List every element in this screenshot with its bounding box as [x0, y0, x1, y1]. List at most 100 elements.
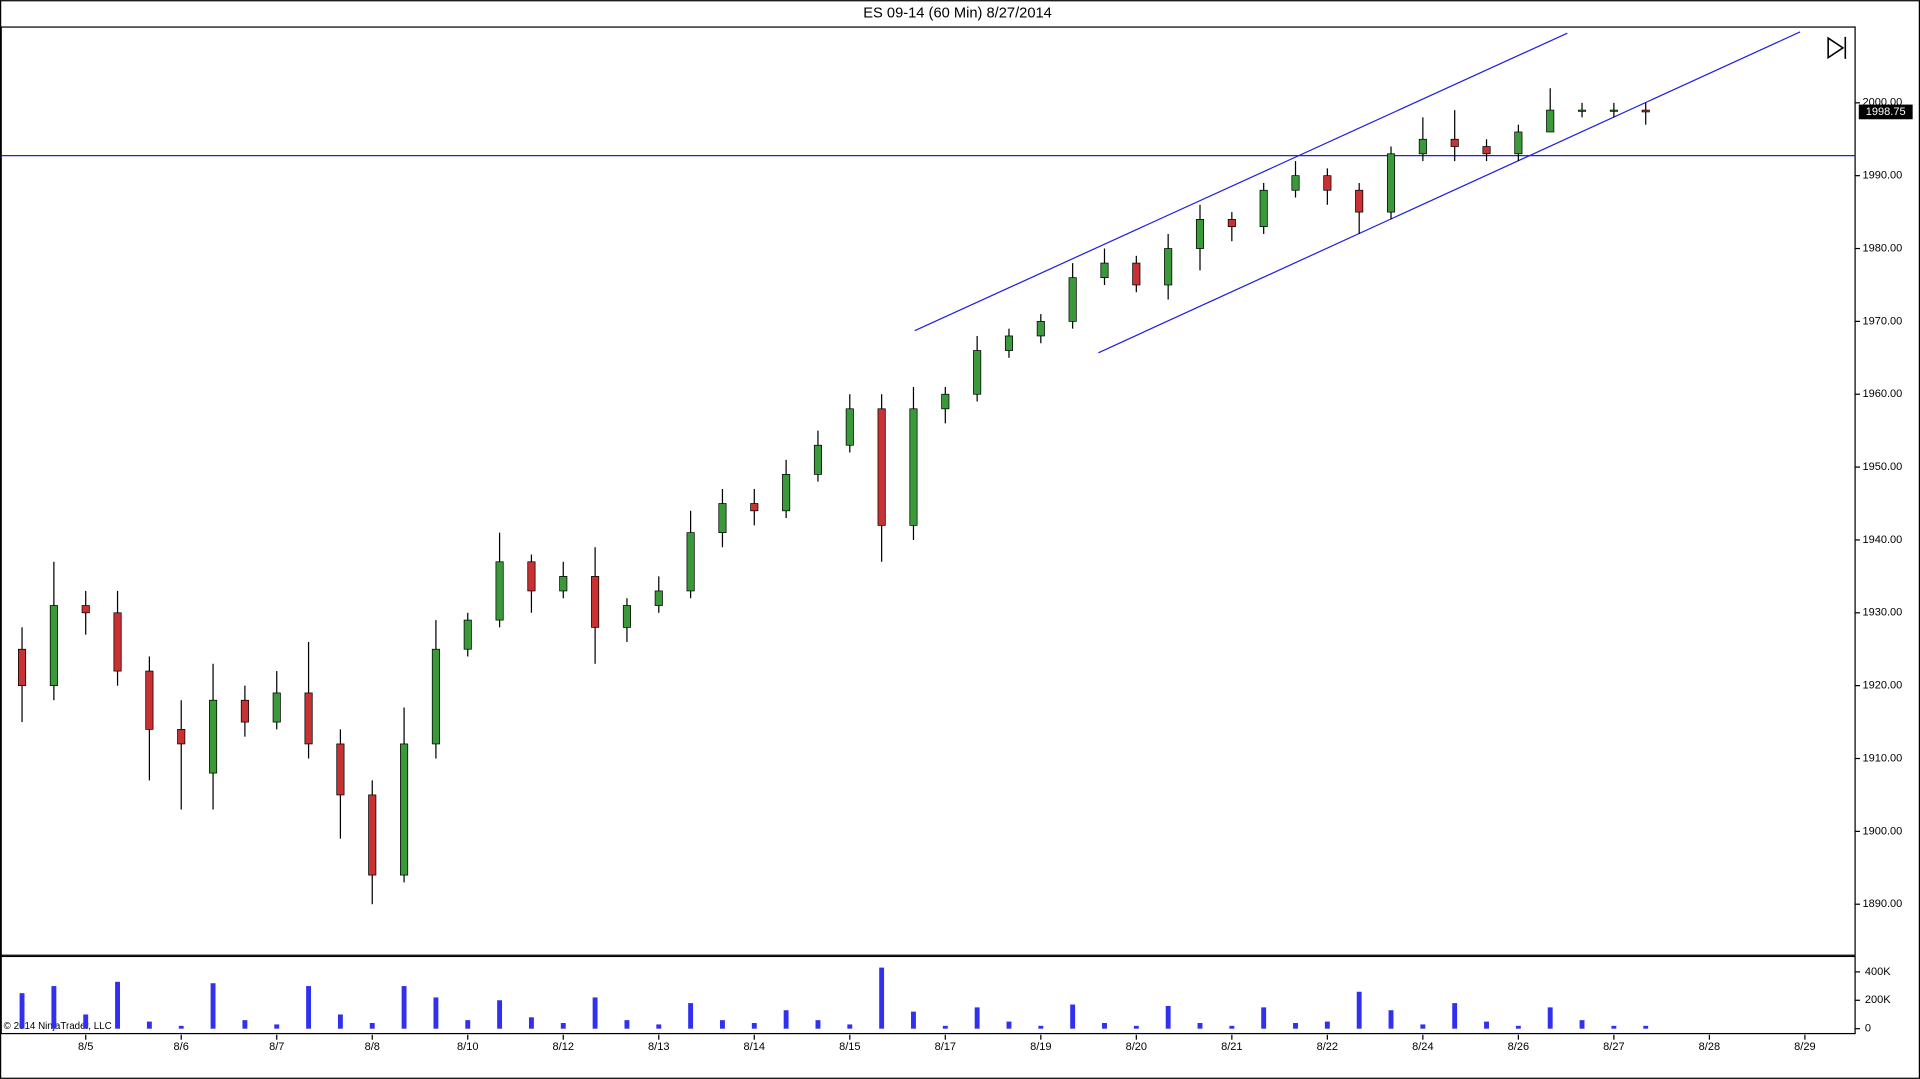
- candle-body: [304, 692, 313, 745]
- volume-bar: [911, 1011, 916, 1029]
- volume-bar: [146, 1021, 152, 1029]
- candle-body: [973, 350, 982, 395]
- candle-body: [177, 728, 186, 745]
- x-tick-label: 8/21: [1221, 1041, 1242, 1053]
- x-tick-label: 8/28: [1699, 1041, 1720, 1053]
- volume-bar: [83, 1014, 89, 1029]
- candle-body: [1418, 138, 1427, 155]
- price-panel: [0, 26, 1856, 956]
- candle-body: [81, 605, 90, 614]
- x-tick-label: 8/8: [365, 1041, 380, 1053]
- candle-body: [782, 474, 791, 512]
- volume-bar: [115, 981, 120, 1029]
- candle-body: [877, 408, 886, 526]
- candle-body: [1546, 109, 1555, 133]
- chart-title: ES 09-14 (60 Min) 8/27/2014: [863, 5, 1052, 21]
- volume-bar: [624, 1020, 630, 1029]
- candle-body: [813, 444, 822, 475]
- x-tick-label: 8/27: [1603, 1041, 1624, 1053]
- candle-body: [18, 648, 27, 687]
- y-tick-label: 1990.00: [1862, 170, 1902, 182]
- candle-body: [1259, 189, 1268, 228]
- volume-bar: [242, 1020, 248, 1029]
- volume-bar: [1133, 1025, 1139, 1029]
- y-tick-label: 1900.00: [1862, 825, 1902, 837]
- volume-bar: [369, 1023, 375, 1029]
- candle-body: [1641, 109, 1650, 113]
- volume-bar: [274, 1024, 280, 1029]
- candle-body: [495, 561, 504, 621]
- volume-tick-label: 200K: [1865, 994, 1891, 1006]
- candle-body: [718, 503, 727, 534]
- x-tick-label: 8/26: [1508, 1041, 1529, 1053]
- x-tick-label: 8/24: [1412, 1041, 1433, 1053]
- x-tick-label: 8/10: [457, 1041, 478, 1053]
- volume-panel: [0, 955, 1856, 1035]
- channel-upper: [914, 32, 1568, 332]
- volume-bar: [51, 986, 57, 1029]
- candle-body: [1195, 219, 1205, 249]
- volume-bar: [942, 1025, 948, 1029]
- volume-bar: [1006, 1021, 1012, 1029]
- volume-bar: [688, 1003, 694, 1029]
- candle-body: [1068, 277, 1077, 322]
- candle-body: [686, 532, 695, 592]
- candle-body: [591, 576, 600, 628]
- last-price-label: 1998.75: [1866, 106, 1906, 118]
- y-tick-label: 1890.00: [1862, 898, 1902, 910]
- y-tick-label: 1960.00: [1862, 388, 1902, 400]
- volume-bar: [656, 1024, 662, 1029]
- candle-body: [1100, 262, 1109, 279]
- y-tick-label: 1970.00: [1862, 315, 1902, 327]
- y-tick-label: 1940.00: [1862, 534, 1902, 546]
- candle-body: [240, 699, 249, 723]
- volume-bar: [1070, 1004, 1076, 1029]
- volume-bar: [1515, 1025, 1521, 1029]
- volume-bar: [720, 1020, 725, 1029]
- candle-body: [527, 561, 536, 592]
- candle-body: [1132, 262, 1141, 286]
- candle-body: [1609, 109, 1618, 112]
- volume-bar: [1547, 1007, 1553, 1029]
- candle-body: [145, 670, 154, 730]
- candle-body: [1578, 109, 1587, 112]
- volume-bar: [528, 1017, 534, 1029]
- channel-lower: [1098, 31, 1801, 354]
- candle-body: [113, 612, 122, 672]
- volume-bar: [1324, 1021, 1330, 1029]
- x-tick-label: 8/22: [1317, 1041, 1338, 1053]
- candle-body: [654, 590, 663, 606]
- volume-bar: [879, 967, 885, 1029]
- copyright: © 2014 NinjaTrader, LLC: [4, 1021, 112, 1032]
- x-tick-label: 8/5: [78, 1041, 93, 1053]
- volume-bar: [1038, 1025, 1044, 1029]
- volume-bar: [306, 986, 312, 1029]
- volume-bar: [433, 997, 439, 1029]
- play-button[interactable]: [1827, 36, 1847, 60]
- volume-tick-label: 400K: [1865, 966, 1891, 978]
- candle-body: [1323, 175, 1332, 191]
- candle-body: [1482, 146, 1491, 155]
- x-tick-label: 8/29: [1794, 1041, 1815, 1053]
- candle-body: [1514, 131, 1523, 155]
- volume-bar: [1420, 1024, 1426, 1029]
- volume-bar: [210, 983, 216, 1029]
- candle-body: [336, 743, 345, 796]
- x-tick-label: 8/15: [839, 1041, 860, 1053]
- volume-bar: [1452, 1003, 1458, 1029]
- volume-bar: [1579, 1020, 1585, 1029]
- x-tick-label: 8/20: [1126, 1041, 1147, 1053]
- y-tick-label: 1980.00: [1862, 242, 1902, 254]
- y-tick-label: 1950.00: [1862, 461, 1902, 473]
- candle-body: [463, 619, 472, 650]
- volume-bar: [1197, 1023, 1203, 1029]
- volume-bar: [847, 1024, 853, 1029]
- y-tick-label: 1930.00: [1862, 607, 1902, 619]
- x-tick-label: 8/14: [744, 1041, 765, 1053]
- volume-bar: [1102, 1023, 1107, 1029]
- candle-body: [559, 576, 568, 592]
- volume-bar: [1484, 1021, 1489, 1029]
- volume-bar: [783, 1010, 789, 1029]
